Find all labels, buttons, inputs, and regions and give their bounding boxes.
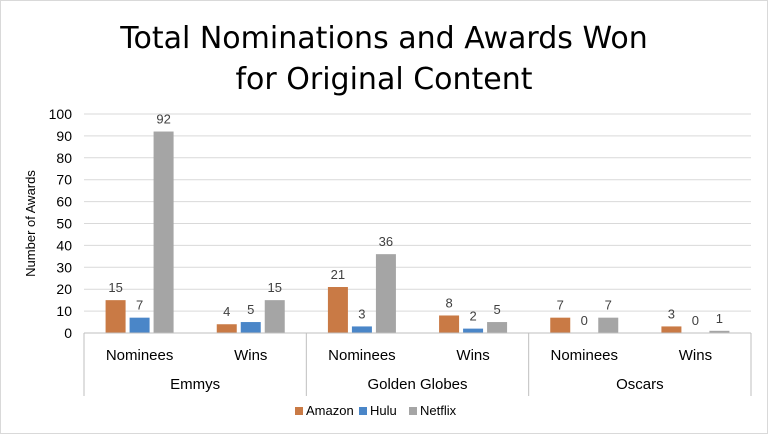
y-tick-label: 30 bbox=[56, 259, 72, 275]
gridlines bbox=[84, 113, 751, 334]
y-axis-label: Number of Awards bbox=[23, 170, 38, 277]
bar-netflix bbox=[153, 131, 174, 333]
y-tick-label: 40 bbox=[56, 237, 72, 253]
data-label: 7 bbox=[557, 298, 564, 313]
data-label: 7 bbox=[605, 298, 612, 313]
data-label: 5 bbox=[493, 302, 500, 317]
y-tick-label: 100 bbox=[49, 106, 73, 122]
x-axis: Nominees Wins Nominees Wins Nominees Wins Emmy… bbox=[83, 332, 752, 396]
y-tick-label: 90 bbox=[56, 128, 72, 144]
data-label: 0 bbox=[581, 313, 588, 328]
data-label: 92 bbox=[156, 112, 170, 127]
y-tick-label: 20 bbox=[56, 281, 72, 297]
chart-title-line: Total Nominations and Awards Won bbox=[119, 21, 647, 56]
data-label: 0 bbox=[692, 313, 699, 328]
legend: Amazon Hulu Netflix bbox=[295, 403, 457, 418]
bar-netflix bbox=[487, 322, 508, 333]
y-tick-label: 60 bbox=[56, 194, 72, 210]
data-label: 21 bbox=[331, 267, 345, 282]
bars bbox=[105, 131, 730, 333]
data-label: 15 bbox=[268, 280, 282, 295]
bar-amazon bbox=[439, 315, 460, 333]
y-tick-label: 0 bbox=[64, 325, 72, 341]
bar-hulu bbox=[463, 328, 484, 333]
y-axis-title: Number of Awards bbox=[23, 170, 38, 277]
bar-hulu bbox=[129, 317, 150, 333]
x-category-label: Nominees bbox=[106, 347, 174, 364]
x-group-label: Oscars bbox=[616, 376, 664, 393]
x-category-label: Nominees bbox=[550, 347, 618, 364]
bar-amazon bbox=[105, 300, 126, 333]
bar-amazon bbox=[550, 317, 571, 333]
legend-swatch-netflix bbox=[409, 407, 417, 415]
x-category-label: Wins bbox=[234, 347, 267, 364]
data-label: 3 bbox=[668, 306, 675, 321]
bar-netflix bbox=[709, 330, 730, 333]
data-label: 2 bbox=[469, 309, 476, 324]
bar-netflix bbox=[264, 300, 285, 333]
x-category-label: Wins bbox=[456, 347, 489, 364]
legend-label: Hulu bbox=[370, 403, 397, 418]
chart-title-line: for Original Content bbox=[235, 62, 532, 97]
data-label: 15 bbox=[108, 280, 122, 295]
y-tick-label: 10 bbox=[56, 303, 72, 319]
legend-swatch-hulu bbox=[359, 407, 367, 415]
x-group-label: Emmys bbox=[170, 376, 220, 393]
y-tick-label: 70 bbox=[56, 172, 72, 188]
data-label: 4 bbox=[223, 304, 230, 319]
legend-label: Netflix bbox=[420, 403, 457, 418]
chart-title: Total Nominations and Awards Won for Orig… bbox=[119, 21, 647, 97]
x-group-label: Golden Globes bbox=[367, 376, 467, 393]
x-category-label: Nominees bbox=[328, 347, 396, 364]
data-label: 3 bbox=[358, 306, 365, 321]
bar-amazon bbox=[327, 287, 348, 333]
y-axis-ticks: 0 10 20 30 40 50 60 70 80 90 100 bbox=[49, 106, 73, 341]
bar-netflix bbox=[375, 254, 396, 333]
data-label: 1 bbox=[716, 311, 723, 326]
x-category-label: Wins bbox=[679, 347, 712, 364]
bar-amazon bbox=[661, 326, 682, 333]
bar-amazon bbox=[216, 324, 237, 333]
data-label: 36 bbox=[379, 234, 393, 249]
data-label: 8 bbox=[445, 295, 452, 310]
data-label: 5 bbox=[247, 302, 254, 317]
legend-label: Amazon bbox=[306, 403, 354, 418]
bar-netflix bbox=[598, 317, 619, 333]
bar-hulu bbox=[240, 322, 261, 333]
bar-hulu bbox=[351, 326, 372, 333]
legend-swatch-amazon bbox=[295, 407, 303, 415]
y-tick-label: 80 bbox=[56, 150, 72, 166]
y-tick-label: 50 bbox=[56, 216, 72, 232]
data-label: 7 bbox=[136, 298, 143, 313]
